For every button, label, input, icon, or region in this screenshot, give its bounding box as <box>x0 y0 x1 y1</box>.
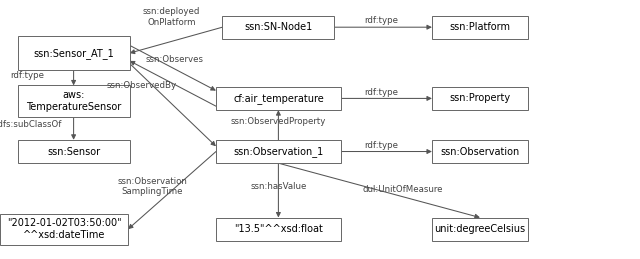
Text: rdf:type: rdf:type <box>364 16 398 25</box>
Text: rdf:type: rdf:type <box>364 88 398 97</box>
Text: ssn:ObservedBy: ssn:ObservedBy <box>107 82 177 90</box>
Text: ssn:deployed
OnPlatform: ssn:deployed OnPlatform <box>143 7 200 26</box>
Text: rdf:type: rdf:type <box>10 71 45 80</box>
Text: unit:degreeCelsius: unit:degreeCelsius <box>435 224 525 234</box>
Text: ssn:Property: ssn:Property <box>449 93 511 103</box>
FancyBboxPatch shape <box>0 214 128 245</box>
Text: ssn:hasValue: ssn:hasValue <box>250 183 307 191</box>
Text: rdf:type: rdf:type <box>364 141 398 150</box>
FancyBboxPatch shape <box>223 16 334 39</box>
Text: ssn:Observation_1: ssn:Observation_1 <box>233 146 324 157</box>
Text: dul:UnitOfMeasure: dul:UnitOfMeasure <box>363 185 444 194</box>
FancyBboxPatch shape <box>432 218 528 241</box>
Text: rdfs:subClassOf: rdfs:subClassOf <box>0 120 61 129</box>
Text: ssn:Observation: ssn:Observation <box>440 147 520 156</box>
FancyBboxPatch shape <box>432 140 528 163</box>
FancyBboxPatch shape <box>216 87 340 110</box>
FancyBboxPatch shape <box>216 140 340 163</box>
Text: ssn:ObservedProperty: ssn:ObservedProperty <box>230 117 326 126</box>
Text: ssn:Observation
SamplingTime: ssn:Observation SamplingTime <box>117 177 188 196</box>
FancyBboxPatch shape <box>18 140 130 163</box>
FancyBboxPatch shape <box>432 87 528 110</box>
FancyBboxPatch shape <box>216 218 340 241</box>
Text: ssn:Observes: ssn:Observes <box>145 55 203 64</box>
Text: "13.5"^^xsd:float: "13.5"^^xsd:float <box>234 224 323 234</box>
Text: ssn:Sensor_AT_1: ssn:Sensor_AT_1 <box>33 48 114 59</box>
Text: ssn:SN-Node1: ssn:SN-Node1 <box>244 22 312 32</box>
Text: ssn:Platform: ssn:Platform <box>449 22 511 32</box>
Text: aws:
TemperatureSensor: aws: TemperatureSensor <box>26 90 121 112</box>
Text: ssn:Sensor: ssn:Sensor <box>47 147 100 156</box>
FancyBboxPatch shape <box>18 36 130 70</box>
Text: "2012-01-02T03:50:00"
^^xsd:dateTime: "2012-01-02T03:50:00" ^^xsd:dateTime <box>6 218 122 240</box>
Text: cf:air_temperature: cf:air_temperature <box>233 93 324 104</box>
FancyBboxPatch shape <box>18 85 130 117</box>
FancyBboxPatch shape <box>432 16 528 39</box>
